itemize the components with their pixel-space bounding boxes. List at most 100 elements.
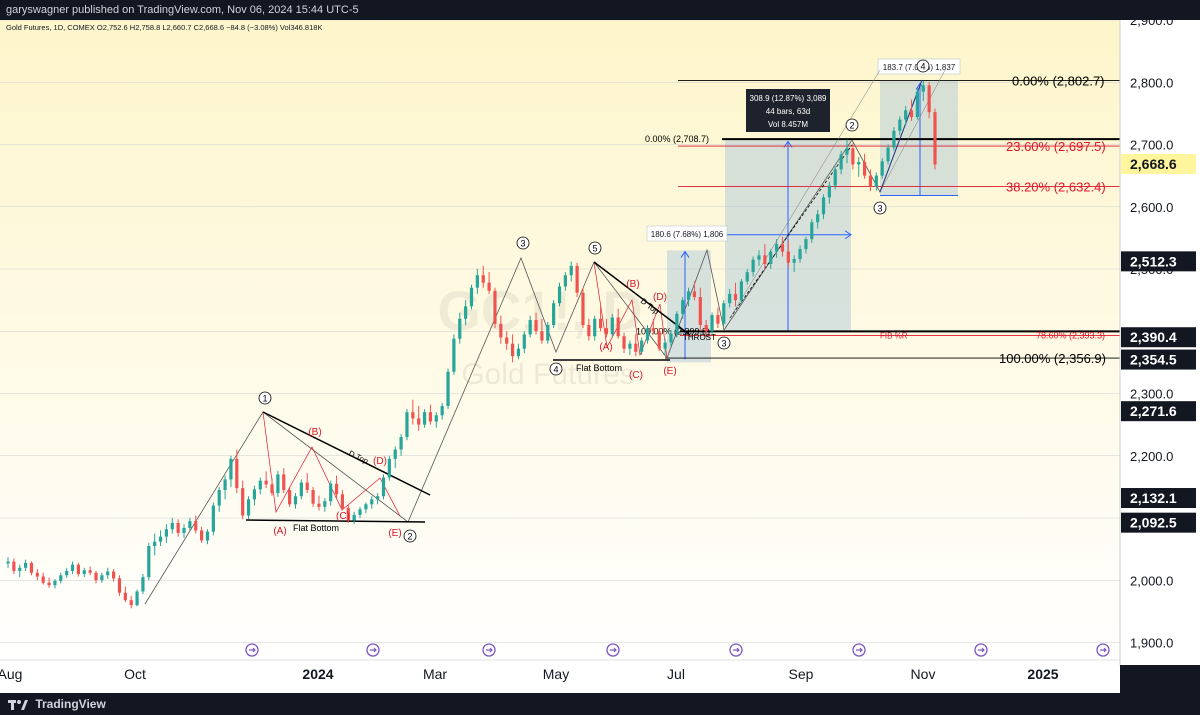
candle-body <box>70 564 75 571</box>
candle-body <box>587 325 591 337</box>
fib-label: 0.00% (2,708.7) <box>645 134 709 144</box>
candle-body <box>205 531 210 541</box>
price-tick-label: 1,900.0 <box>1130 636 1173 651</box>
candle-body <box>851 148 855 165</box>
time-axis[interactable]: Aug Oct 2024 Mar May Jul Sep Nov 2025 <box>0 659 1120 682</box>
wave-number-icon <box>549 362 563 376</box>
candle-body <box>293 496 298 505</box>
abcde-label: (C) <box>629 370 643 381</box>
event-marker-arrow <box>733 647 740 653</box>
price-marker-text: 2,354.5 <box>1130 352 1177 368</box>
wave-number: 4 <box>920 62 925 72</box>
candle-body <box>170 522 174 530</box>
candle-body <box>452 338 456 372</box>
candle-body <box>129 600 133 606</box>
candle-body <box>82 570 86 575</box>
candle-body <box>112 571 116 579</box>
price-axis[interactable]: 1,900.02,000.02,100.02,200.02,300.02,400… <box>1119 0 1196 665</box>
fib-label: 23.60% (2,697.5) <box>1006 139 1106 154</box>
event-markers[interactable] <box>245 643 1110 657</box>
brand-bar: TradingView <box>0 693 1200 715</box>
candle-body <box>381 477 386 497</box>
candle-body <box>598 318 603 329</box>
candle-body <box>921 85 925 92</box>
wave-number-icon <box>516 236 530 250</box>
price-tick-label: 2,000.0 <box>1130 573 1173 588</box>
candle-body <box>258 480 262 490</box>
candle-body <box>299 482 303 497</box>
candle-body <box>557 286 562 304</box>
candle-body <box>880 161 884 176</box>
candle-body <box>816 214 820 223</box>
candle-body <box>217 489 221 506</box>
candle-body <box>516 348 521 357</box>
price-marker <box>1121 349 1196 370</box>
channel-line <box>879 79 923 193</box>
candle-body <box>862 161 867 176</box>
measure-label: 180.6 (7.68%) 1,806 <box>651 230 724 239</box>
candle-body <box>821 197 826 215</box>
candle-body <box>329 483 333 502</box>
channel-line <box>879 69 946 193</box>
measure-label-bars: 44 bars, 63d <box>766 107 810 116</box>
candle-body <box>868 175 873 187</box>
candle-body <box>235 458 239 489</box>
candle-body <box>458 318 462 339</box>
candle-body <box>804 239 808 250</box>
watermark-name: Gold Futures <box>461 358 634 391</box>
measure-zone <box>880 80 958 196</box>
wave-number-icon <box>258 391 272 405</box>
candle-body <box>135 591 139 606</box>
candle-body <box>288 489 292 505</box>
candle-body <box>522 334 526 349</box>
candle-body <box>117 578 122 593</box>
candle-body <box>640 340 644 352</box>
candle-body <box>909 110 914 118</box>
candle-body <box>534 320 538 332</box>
candle-body <box>563 275 567 287</box>
price-marker-text: 2,271.6 <box>1130 403 1177 419</box>
candle-body <box>751 259 755 273</box>
time-tick-label: Jul <box>667 666 685 682</box>
wave-labels: 123453234(A)(A)(B)(B)(C)(C)(D)(D)(E)(E)D… <box>258 59 930 543</box>
time-tick-label: Aug <box>0 666 22 682</box>
price-marker-text: 2,132.1 <box>1130 490 1177 506</box>
price-marker <box>1121 327 1196 348</box>
tradingview-brand[interactable]: TradingView <box>35 697 106 711</box>
candle-body <box>575 265 579 293</box>
wave-number: 5 <box>592 244 597 254</box>
candle-body <box>528 320 532 335</box>
candle-body <box>604 328 609 335</box>
time-tick-label: 2024 <box>302 666 333 682</box>
wave-lines <box>144 69 946 605</box>
candle-body <box>657 331 661 349</box>
price-marker <box>1121 512 1196 533</box>
time-tick-label: Nov <box>911 666 936 682</box>
candle-body <box>845 148 849 155</box>
candle-body <box>164 529 169 537</box>
fib-label: 38.20% (2,632.4) <box>1006 180 1106 195</box>
time-tick-label: May <box>543 666 569 682</box>
candle-body <box>364 504 368 510</box>
candle-body <box>194 521 198 531</box>
event-marker-arrow <box>1100 647 1107 653</box>
measure-label-volume: Vol 8.457M <box>768 120 808 129</box>
wave-number-icon <box>717 336 731 350</box>
candle-body <box>669 333 673 343</box>
candle-body <box>733 293 738 301</box>
candle-body <box>440 405 444 416</box>
d-top-line <box>593 261 691 336</box>
candle-body <box>469 287 474 307</box>
candle-body <box>663 342 667 349</box>
candle-body <box>780 244 785 252</box>
event-marker-arrow <box>249 647 256 653</box>
candle-body <box>510 343 515 357</box>
price-tick-label: 2,200.0 <box>1130 449 1173 464</box>
candle-body <box>704 325 708 332</box>
candle-body <box>12 561 16 571</box>
candle-body <box>892 130 896 148</box>
candle-body <box>141 577 145 592</box>
candle-body <box>76 564 81 575</box>
